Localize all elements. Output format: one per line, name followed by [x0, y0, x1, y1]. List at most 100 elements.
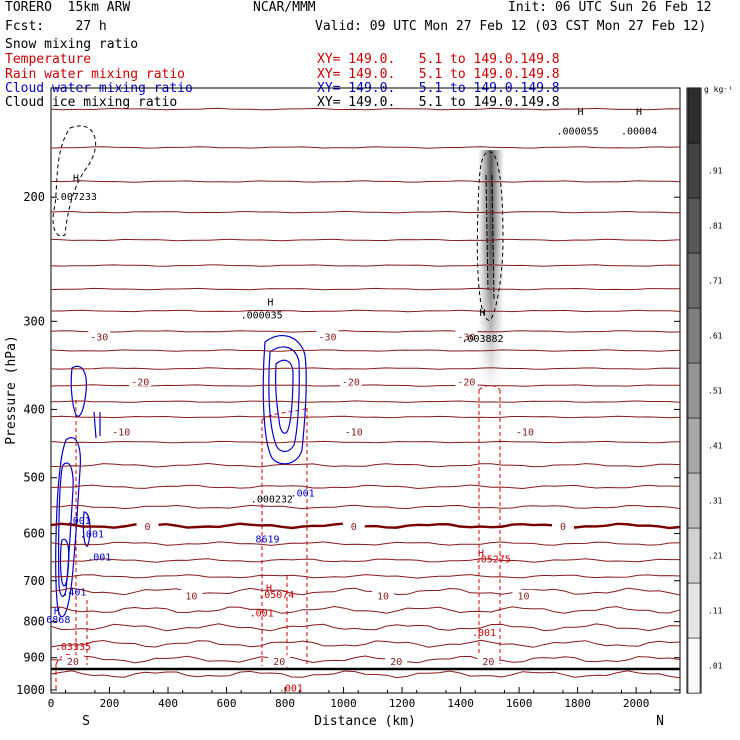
colorbar-unit: g kg⁻¹	[704, 85, 733, 94]
center-label: NCAR/MMM	[253, 0, 316, 15]
field-annotation: H	[636, 107, 642, 118]
contour-label-bg	[110, 425, 133, 437]
cloud-ice-shading	[470, 150, 512, 390]
temperature-contour-label: -10	[345, 428, 363, 439]
y-tick-label: 500	[23, 471, 45, 485]
x-tick-label: 1400	[447, 697, 474, 710]
contour-label-bg	[61, 655, 84, 667]
colorbar-level-label: .71	[708, 277, 723, 286]
field-annotation: .00004	[621, 127, 657, 138]
field-annotation: .000232	[251, 494, 293, 505]
field-annotation: .000055	[557, 127, 599, 138]
temperature-isotherm	[50, 623, 681, 632]
x-axis-label: Distance (km)	[314, 714, 416, 729]
temperature-isotherm	[50, 367, 681, 370]
temperature-isotherm	[50, 484, 681, 490]
temperature-isotherm	[50, 639, 681, 648]
temperature-contour-label: -10	[112, 428, 130, 439]
contour-label-bg	[180, 589, 203, 601]
x-tick-label: 600	[217, 697, 237, 710]
model-title: TORERO 15km ARW	[5, 0, 131, 15]
temperature-contour-label: 20	[67, 657, 79, 668]
x-tick-label: 200	[100, 697, 120, 710]
field-annotation: H	[478, 549, 484, 560]
temperature-contours	[50, 107, 681, 679]
x-tick-label: 1600	[506, 697, 533, 710]
temperature-isotherm	[50, 574, 681, 579]
snow-contour-left	[52, 125, 97, 237]
contour-label-bg	[342, 519, 365, 531]
colorbar-level-label: .91	[708, 167, 723, 176]
valid-time: Valid: 09 UTC Mon 27 Feb 12 (03 CST Mon …	[315, 19, 707, 34]
field-annotation: .001	[291, 489, 315, 500]
field-annotation: .001	[87, 552, 111, 563]
x-tick-label: 1800	[564, 697, 591, 710]
y-axis-label: Pressure (hPa)	[4, 335, 19, 445]
temperature-contour-label: 0	[145, 522, 151, 533]
temperature-isotherm	[50, 349, 681, 352]
colorbar-cell	[687, 637, 701, 694]
contour-label-bg	[512, 589, 535, 601]
field-annotation: .003882	[461, 334, 503, 345]
temperature-isotherm	[50, 400, 681, 403]
colorbar-cell	[687, 307, 701, 364]
temperature-isotherm	[50, 440, 681, 444]
colorbar-cell	[687, 362, 701, 419]
field-annotation: H	[266, 583, 272, 594]
temperature-contour-label: -30	[457, 332, 475, 343]
field-annotation: 6868	[46, 615, 70, 626]
colorbar-cell	[687, 417, 701, 474]
temperature-isotherm	[50, 655, 681, 664]
temperature-isotherm	[51, 309, 681, 313]
temperature-isotherm	[50, 264, 681, 267]
y-tick-label: 600	[23, 527, 45, 541]
contour-label-bg	[385, 655, 408, 667]
field-xy-temperature: XY= 149.0. 5.1 to 149.0.149.8	[317, 52, 560, 67]
field-annotation: .000035	[241, 310, 283, 321]
colorbar-cell	[687, 142, 701, 199]
colorbar-level-label: .11	[708, 607, 723, 616]
colorbar-cell	[687, 252, 701, 309]
colorbar-cell	[687, 582, 701, 639]
temperature-isotherm	[50, 541, 681, 546]
field-name-snow: Snow mixing ratio	[5, 37, 139, 52]
colorbar-level-label: .51	[708, 387, 723, 396]
colorbar-level-label: .31	[708, 497, 723, 506]
x-tick-label: 800	[275, 697, 295, 710]
x-tick-label: 0	[48, 697, 55, 710]
temperature-isotherm	[50, 146, 681, 149]
contour-label-bg	[342, 425, 365, 437]
field-annotation: .001	[279, 683, 303, 694]
field-name-temperature: Temperature	[5, 52, 92, 67]
field-annotation: .05074	[258, 590, 294, 601]
colorbar-cell	[687, 472, 701, 529]
temperature-isotherm	[50, 462, 681, 468]
colorbar-cell	[687, 197, 701, 254]
temperature-isotherm	[50, 504, 681, 510]
temperature-isotherm	[50, 210, 681, 214]
temperature-contour-label: 10	[185, 592, 197, 603]
temperature-isotherm	[50, 587, 681, 596]
temperature-isotherm	[50, 287, 681, 291]
x-axis: 0 200 400 600 800 1000 1200 1400 1600 1800 2000	[48, 687, 652, 710]
temperature-isotherm	[50, 558, 680, 563]
temperature-contour-label: -20	[342, 377, 360, 388]
y-tick-label: 700	[23, 574, 45, 588]
colorbar-cell	[687, 527, 701, 584]
temperature-isotherm	[50, 180, 681, 183]
contour-label-bg	[551, 519, 574, 531]
x-end-label-right: N	[656, 714, 664, 729]
y-tick-label: 300	[23, 314, 45, 328]
colorbar-level-label: .41	[708, 442, 723, 451]
temperature-contour-label: 20	[273, 657, 285, 668]
x-tick-label: 400	[158, 697, 178, 710]
temperature-contour-label: -20	[457, 377, 475, 388]
colorbar-cell	[687, 87, 701, 144]
colorbar-level-label: .61	[708, 332, 723, 341]
contour-label-bg	[88, 330, 111, 342]
field-annotation: H	[578, 107, 584, 118]
contour-label-bg	[268, 655, 291, 667]
contour-label-bg	[455, 330, 478, 342]
